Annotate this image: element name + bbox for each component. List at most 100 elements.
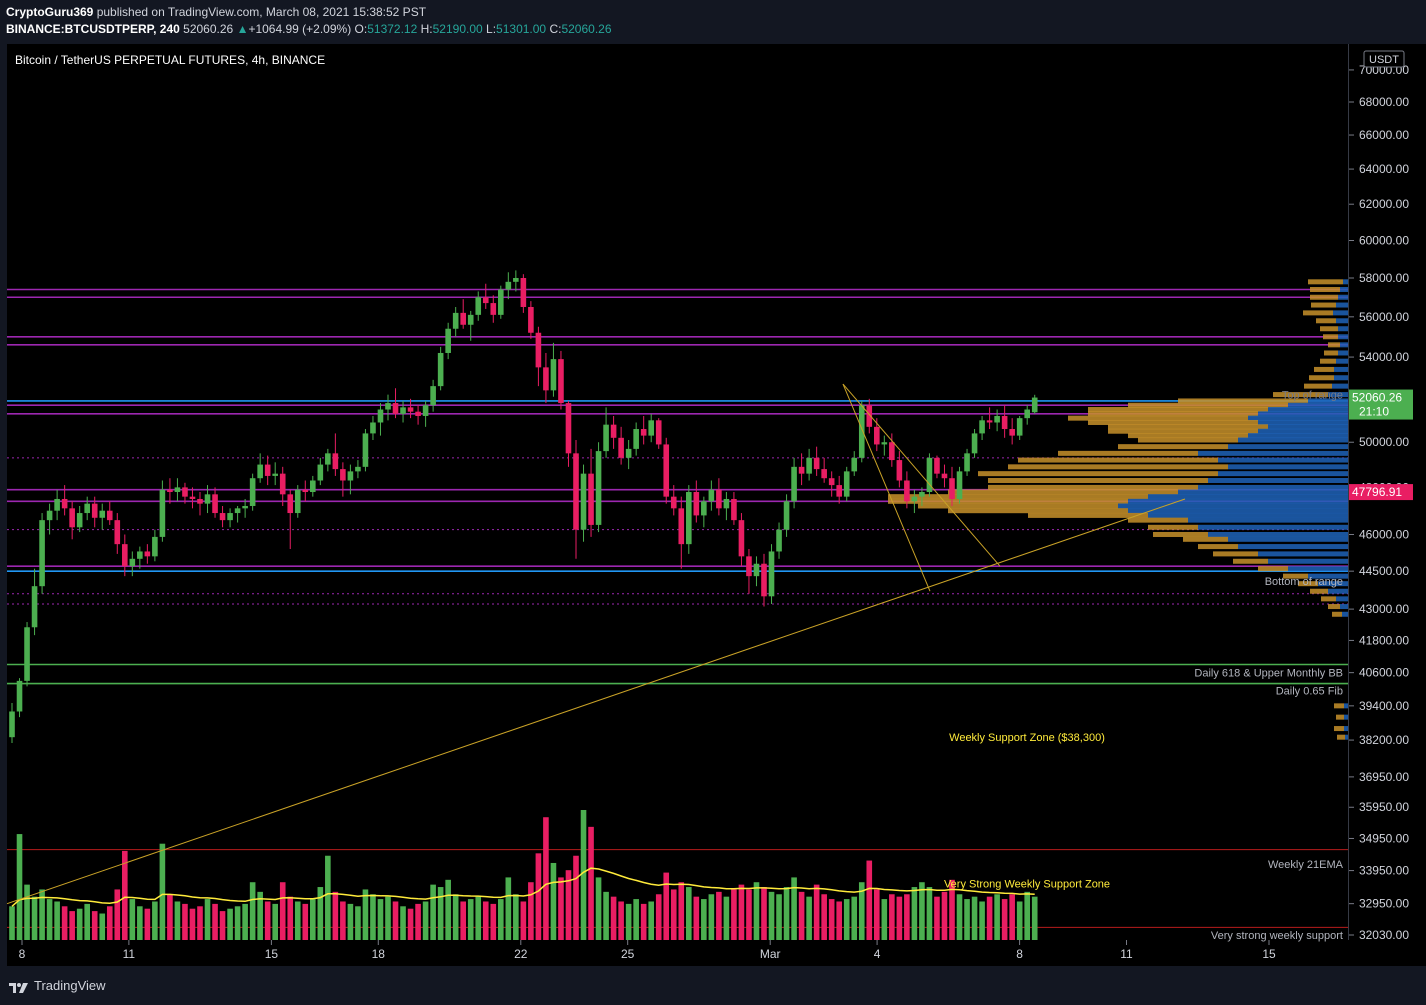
candle-body-43 xyxy=(332,453,339,470)
price-chart[interactable]: Top of range Bottom of range Daily 618 & U… xyxy=(0,42,1426,966)
candle-body-90 xyxy=(686,492,692,545)
profile-bar-blue-16 xyxy=(1288,402,1348,408)
volume-bar-90 xyxy=(686,887,692,940)
profile-bar-orange-32 xyxy=(948,489,1178,495)
candle-body-120 xyxy=(911,496,918,502)
volume-bar-49 xyxy=(377,899,384,940)
profile-bar-blue-9 xyxy=(1338,350,1348,356)
x-tick-label-10: 15 xyxy=(1262,947,1276,961)
profile-bar-orange-38 xyxy=(1128,517,1188,523)
volume-bar-120 xyxy=(911,887,918,940)
candle-body-103 xyxy=(783,501,790,530)
y-tick-label-16: 40600.00 xyxy=(1359,666,1409,680)
chart-header: CryptoGuru369 published on TradingView.c… xyxy=(0,0,1426,42)
high-label: H: xyxy=(420,22,433,36)
candle-body-71 xyxy=(543,367,549,391)
x-tick-label-0: 8 xyxy=(19,947,26,961)
profile-bar-orange-15 xyxy=(1178,398,1308,404)
profile-bar-orange-14 xyxy=(1273,392,1328,398)
candle-body-97 xyxy=(738,520,745,557)
volume-bar-131 xyxy=(994,894,1000,940)
profile-bar-orange-47 xyxy=(1298,581,1318,587)
candle-body-14 xyxy=(114,520,121,545)
candle-body-51 xyxy=(392,403,399,414)
volume-bar-132 xyxy=(1001,899,1008,940)
ohlc-legend: BINANCE:BTCUSDTPERP, 240 52060.26 ▲+1064… xyxy=(6,22,612,36)
change-value: +1064.99 (+2.09%) xyxy=(248,22,352,36)
candle-body-52 xyxy=(400,407,406,414)
brand-name: TradingView xyxy=(34,978,106,993)
y-tick-label-12: 46000.00 xyxy=(1359,527,1409,541)
volume-bar-82 xyxy=(625,903,632,940)
candle-body-49 xyxy=(377,409,384,423)
volume-bar-10 xyxy=(84,903,90,940)
low-label: L: xyxy=(486,22,497,36)
profile-bar-blue-27 xyxy=(1218,457,1348,463)
volume-bar-58 xyxy=(445,879,451,940)
profile-bar-orange-10 xyxy=(1320,358,1336,364)
candle-body-72 xyxy=(550,359,557,391)
candle-body-63 xyxy=(482,297,489,304)
volume-bar-47 xyxy=(362,889,369,940)
candle-body-26 xyxy=(204,494,211,504)
volume-bar-65 xyxy=(498,899,504,940)
profile-bar-blue-31 xyxy=(1198,484,1348,490)
y-tick-label-15: 41800.00 xyxy=(1359,633,1409,647)
candle-body-35 xyxy=(272,473,278,476)
symbol-label[interactable]: BINANCE:BTCUSDTPERP, 240 xyxy=(6,22,180,36)
profile-bar-orange-1 xyxy=(1310,287,1340,293)
profile-bar-blue-23 xyxy=(1248,433,1348,439)
author-name[interactable]: CryptoGuru369 xyxy=(6,5,94,19)
profile-bar-blue-26 xyxy=(1198,450,1348,456)
y-tick-label-4: 62000.00 xyxy=(1359,197,1409,211)
volume-bar-96 xyxy=(731,889,737,940)
volume-bar-127 xyxy=(964,899,970,940)
tradingview-logo[interactable]: TradingView xyxy=(8,978,106,994)
volume-bar-87 xyxy=(663,872,670,940)
candle-body-123 xyxy=(934,457,940,474)
profile-bar-blue-1 xyxy=(1340,287,1348,293)
profile-bar-blue-11 xyxy=(1334,366,1348,372)
time-axis[interactable] xyxy=(7,940,1426,966)
volume-bar-69 xyxy=(528,882,534,940)
candle-body-130 xyxy=(986,420,993,423)
candle-body-106 xyxy=(806,457,812,474)
volume-bar-70 xyxy=(535,853,542,940)
volume-bar-95 xyxy=(723,896,730,940)
x-tick-label-5: 25 xyxy=(621,947,635,961)
profile-bar-blue-38 xyxy=(1188,517,1348,523)
candle-body-19 xyxy=(152,536,158,557)
currency-badge[interactable] xyxy=(1363,50,1405,68)
volume-bar-72 xyxy=(550,862,557,940)
candle-body-62 xyxy=(475,297,482,315)
candle-body-44 xyxy=(340,469,346,481)
candle-body-70 xyxy=(535,332,542,368)
candle-body-99 xyxy=(753,563,760,577)
y-tick-label-23: 32950.00 xyxy=(1359,897,1409,911)
y-tick-label-5: 60000.00 xyxy=(1359,233,1409,247)
profile-bar-orange-25 xyxy=(1118,444,1228,450)
candle-body-83 xyxy=(633,429,639,449)
candle-body-68 xyxy=(520,278,527,307)
profile-bar-blue-46 xyxy=(1308,573,1348,579)
volume-bar-116 xyxy=(881,899,888,940)
volume-bar-76 xyxy=(580,810,587,940)
volume-bar-44 xyxy=(340,901,346,940)
volume-bar-1 xyxy=(16,834,23,940)
y-tick-label-10: 50000.00 xyxy=(1359,435,1409,449)
profile-bar-blue-53 xyxy=(1344,714,1348,720)
candle-body-15 xyxy=(122,544,128,567)
candle-body-22 xyxy=(174,487,181,493)
volume-bar-31 xyxy=(242,903,248,940)
candle-body-92 xyxy=(701,501,707,516)
candle-body-50 xyxy=(385,403,391,410)
volume-bar-74 xyxy=(565,870,572,940)
tradingview-icon xyxy=(9,982,28,993)
trendlines[interactable] xyxy=(6,383,1186,905)
volume-bar-79 xyxy=(603,891,609,940)
profile-bar-blue-14 xyxy=(1328,392,1348,398)
candle-body-28 xyxy=(219,513,226,521)
candle-body-37 xyxy=(287,494,294,514)
volume-bar-64 xyxy=(490,903,497,940)
volume-bar-126 xyxy=(956,894,963,940)
